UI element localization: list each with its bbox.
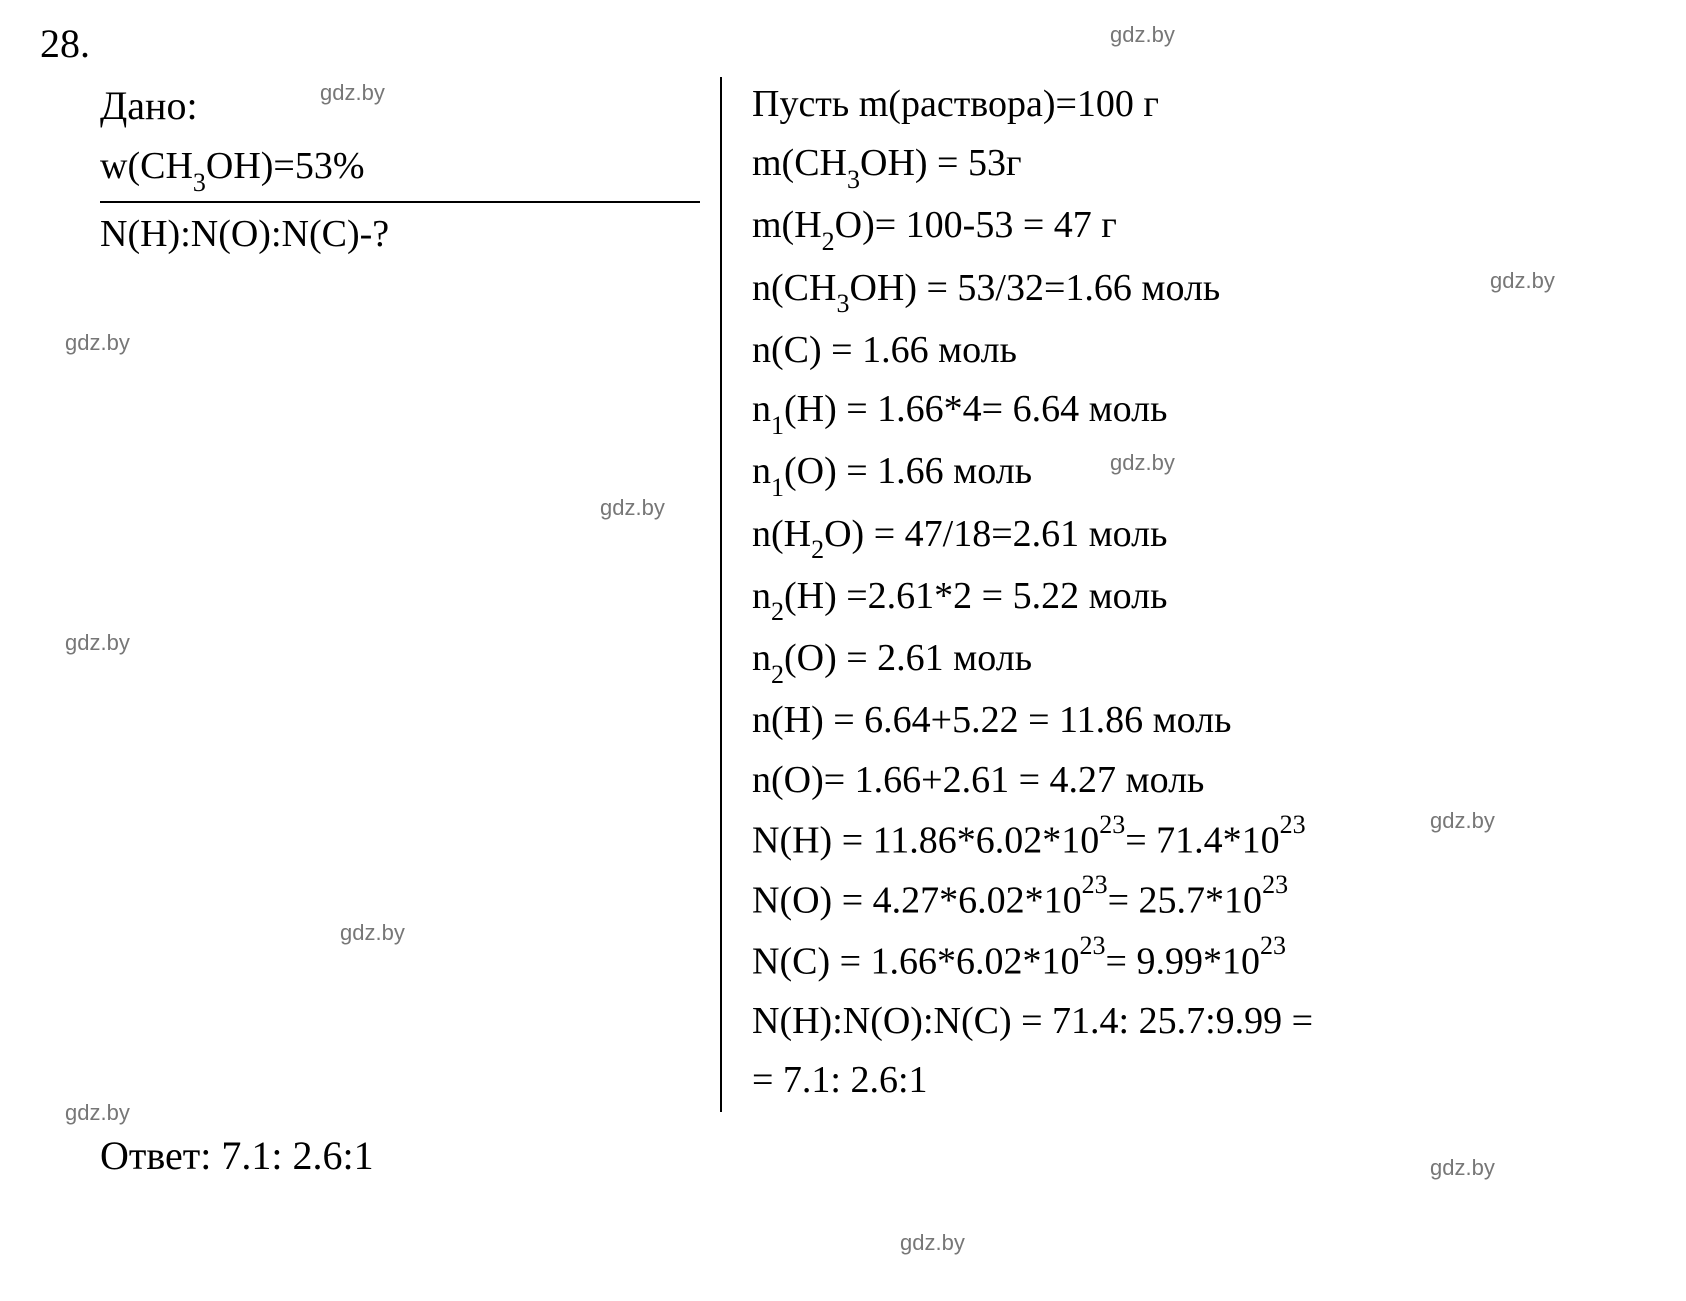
- sol4-b: OH) = 53/32=1.66 моль: [849, 267, 1220, 309]
- sol2-a: m(CH: [752, 142, 847, 184]
- content-wrapper: Дано: w(CH3OH)=53% N(H):N(O):N(C)-? Пуст…: [100, 77, 1646, 1112]
- mass-fraction-part2: OH)=53%: [206, 145, 365, 187]
- watermark: gdz.by: [900, 1230, 965, 1256]
- given-mass-fraction: w(CH3OH)=53%: [100, 139, 700, 203]
- sol15-a: N(C) = 1.66*6.02*10: [752, 941, 1080, 983]
- solution-section: Пусть m(раствора)=100 г m(CH3OH) = 53г m…: [720, 77, 1620, 1112]
- given-section: Дано: w(CH3OH)=53% N(H):N(O):N(C)-?: [100, 77, 720, 1112]
- sol3-sub: 2: [822, 227, 835, 256]
- sol8-sub: 2: [811, 535, 824, 564]
- sol14-sup1: 23: [1082, 870, 1108, 899]
- solution-line-9: n2(H) =2.61*2 = 5.22 моль: [752, 569, 1620, 627]
- sol8-b: O) = 47/18=2.61 моль: [824, 513, 1167, 555]
- sol3-a: m(H: [752, 204, 822, 246]
- sol14-a: N(O) = 4.27*6.02*10: [752, 880, 1082, 922]
- solution-line-2: m(CH3OH) = 53г: [752, 136, 1620, 194]
- sol15-b: = 9.99*10: [1106, 941, 1260, 983]
- mass-fraction-part1: w(CH: [100, 145, 193, 187]
- sol7-b: (O) = 1.66 моль: [784, 450, 1032, 492]
- problem-number: 28.: [40, 20, 1646, 67]
- sol4-sub: 3: [836, 289, 849, 318]
- sol15-sup2: 23: [1260, 931, 1286, 960]
- sol15-sup1: 23: [1080, 931, 1106, 960]
- sol8-a: n(H: [752, 513, 811, 555]
- sol2-sub: 3: [847, 165, 860, 194]
- solution-line-1: Пусть m(раствора)=100 г: [752, 77, 1620, 132]
- sol2-b: OH) = 53г: [860, 142, 1022, 184]
- sol6-a: n: [752, 388, 771, 430]
- solution-line-3: m(H2O)= 100-53 = 47 г: [752, 198, 1620, 256]
- sol10-sub: 2: [771, 660, 784, 689]
- given-header: Дано:: [100, 77, 700, 135]
- sol10-a: n: [752, 637, 771, 679]
- sol13-sup1: 23: [1099, 810, 1125, 839]
- sol9-sub: 2: [771, 597, 784, 626]
- solution-line-10: n2(O) = 2.61 моль: [752, 631, 1620, 689]
- sol7-sub: 1: [771, 473, 784, 502]
- sol4-a: n(CH: [752, 267, 836, 309]
- solution-line-6: n1(H) = 1.66*4= 6.64 моль: [752, 382, 1620, 440]
- solution-line-8: n(H2O) = 47/18=2.61 моль: [752, 507, 1620, 565]
- sol13-b: = 71.4*10: [1125, 819, 1279, 861]
- sol9-b: (H) =2.61*2 = 5.22 моль: [784, 575, 1167, 617]
- answer-label: Ответ: 7.1: 2.6:1: [100, 1132, 1646, 1179]
- sol14-sup2: 23: [1262, 870, 1288, 899]
- mass-fraction-sub: 3: [193, 168, 206, 197]
- solution-line-5: n(C) = 1.66 моль: [752, 323, 1620, 378]
- solution-line-15: N(C) = 1.66*6.02*1023= 9.99*1023: [752, 933, 1620, 990]
- sol7-a: n: [752, 450, 771, 492]
- sol10-b: (O) = 2.61 моль: [784, 637, 1032, 679]
- find-expression: N(H):N(O):N(C)-?: [100, 207, 700, 262]
- sol6-sub: 1: [771, 411, 784, 440]
- solution-line-11: n(H) = 6.64+5.22 = 11.86 моль: [752, 693, 1620, 748]
- solution-line-16: N(H):N(O):N(C) = 71.4: 25.7:9.99 =: [752, 994, 1620, 1049]
- solution-line-4: n(CH3OH) = 53/32=1.66 моль: [752, 261, 1620, 319]
- solution-line-13: N(H) = 11.86*6.02*1023= 71.4*1023: [752, 812, 1620, 869]
- sol6-b: (H) = 1.66*4= 6.64 моль: [784, 388, 1167, 430]
- solution-line-14: N(O) = 4.27*6.02*1023= 25.7*1023: [752, 872, 1620, 929]
- solution-line-17: = 7.1: 2.6:1: [752, 1053, 1620, 1108]
- sol9-a: n: [752, 575, 771, 617]
- sol13-a: N(H) = 11.86*6.02*10: [752, 819, 1099, 861]
- solution-line-7: n1(O) = 1.66 моль: [752, 444, 1620, 502]
- sol14-b: = 25.7*10: [1108, 880, 1262, 922]
- sol3-b: O)= 100-53 = 47 г: [835, 204, 1117, 246]
- sol13-sup2: 23: [1280, 810, 1306, 839]
- solution-line-12: n(O)= 1.66+2.61 = 4.27 моль: [752, 753, 1620, 808]
